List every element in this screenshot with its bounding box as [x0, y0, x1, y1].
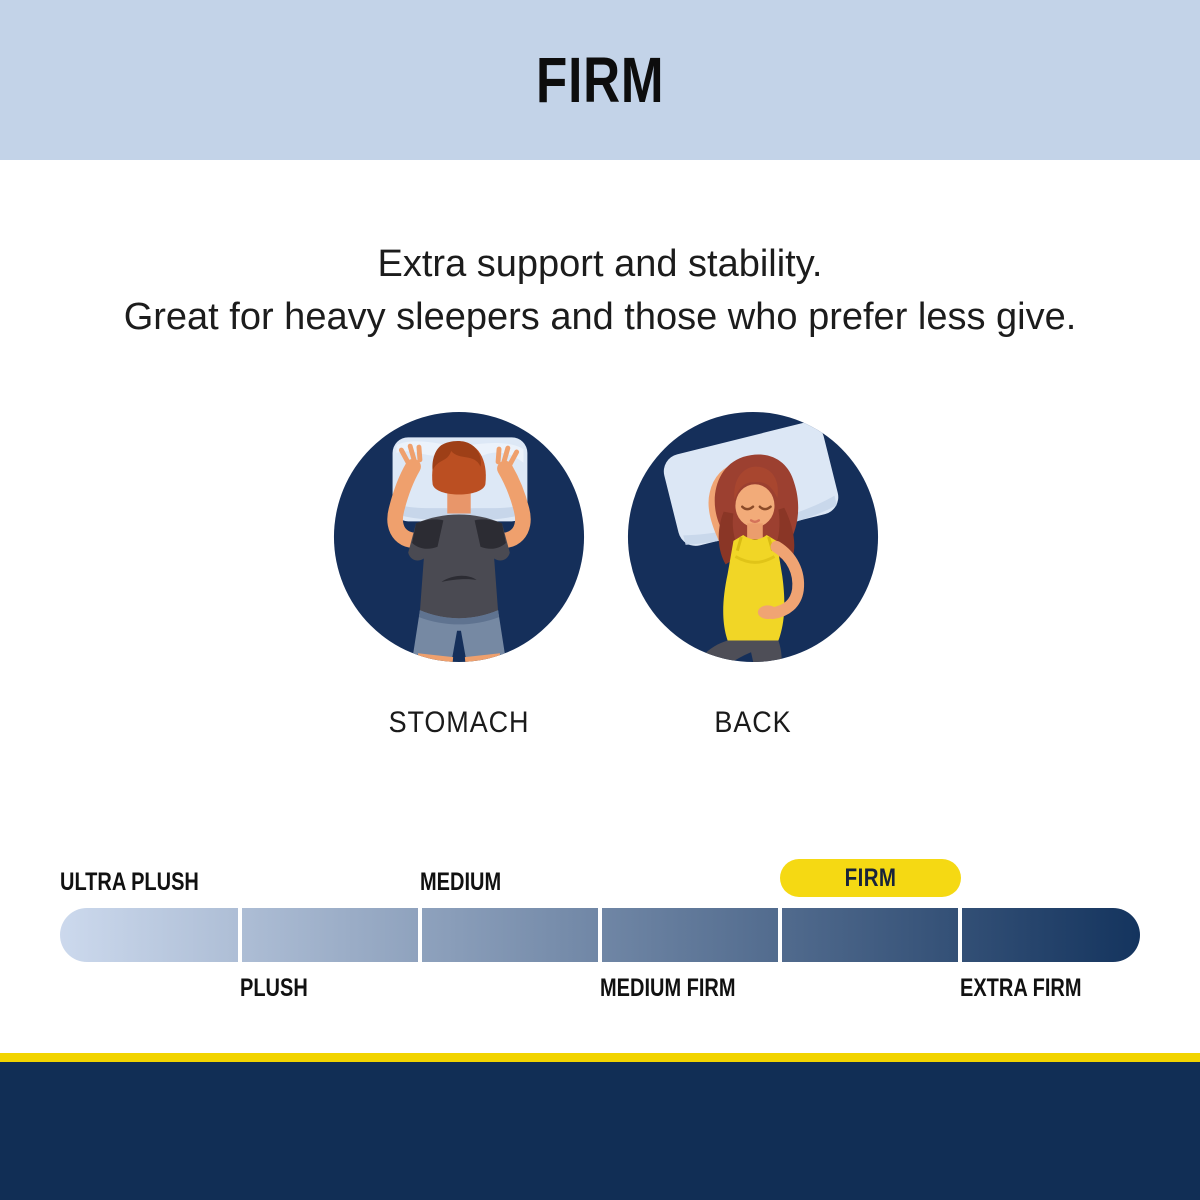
- woman-sleeping-on-back-icon: [627, 411, 879, 663]
- footer: Serta ®: [0, 1062, 1200, 1200]
- scale-label-extra-firm: EXTRA FIRM: [960, 974, 1082, 1002]
- footer-accent-stripe: [0, 1053, 1200, 1062]
- scale-label-medium-firm: MEDIUM FIRM: [600, 974, 736, 1002]
- scale-label-plush: PLUSH: [240, 974, 308, 1002]
- description-line-1: Extra support and stability.: [377, 243, 823, 285]
- man-sleeping-on-stomach-icon: [333, 411, 585, 663]
- scale-divider: [778, 908, 782, 962]
- title-banner: FIRM: [0, 0, 1200, 160]
- stomach-label: STOMACH: [388, 706, 530, 739]
- scale-divider: [418, 908, 422, 962]
- scale-label-ultra-plush: ULTRA PLUSH: [60, 868, 199, 896]
- description-line-2: Great for heavy sleepers and those who p…: [123, 296, 1077, 338]
- scale-divider: [598, 908, 602, 962]
- scale-label-medium: MEDIUM: [420, 868, 502, 896]
- scale-label-firm: FIRM: [844, 863, 897, 892]
- stomach-position-figure: [332, 410, 586, 664]
- back-label: BACK: [714, 706, 792, 739]
- description-text: Extra support and stability. Great for h…: [0, 238, 1200, 344]
- scale-divider: [238, 908, 242, 962]
- scale-divider: [958, 908, 962, 962]
- back-position-figure: [626, 410, 880, 664]
- firmness-scale-bar: [60, 908, 1140, 962]
- page-title: FIRM: [535, 44, 665, 116]
- selected-firmness-badge: FIRM: [780, 859, 961, 897]
